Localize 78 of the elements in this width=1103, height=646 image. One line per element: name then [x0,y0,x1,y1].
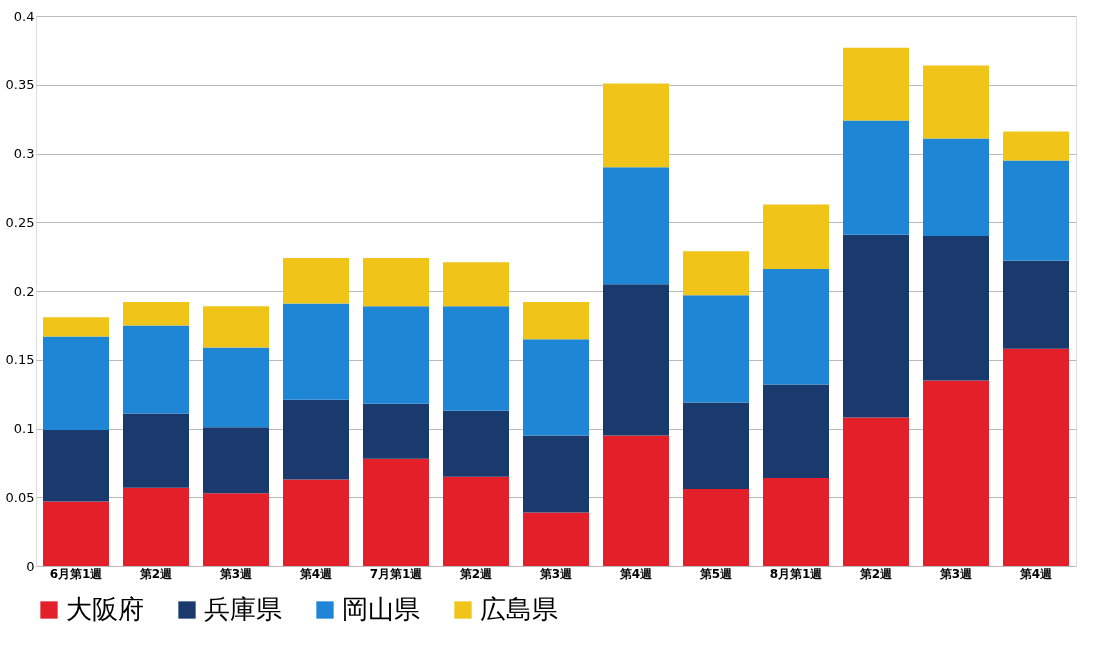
bar [523,339,589,436]
bar [443,476,509,566]
y-tick-label: 0.15 [5,352,35,368]
bar [1003,160,1069,261]
bar [283,258,349,304]
y-tick-label: 0.1 [13,421,35,436]
bar [683,402,749,489]
bar [683,489,749,566]
legend-label: 岡山県 [342,594,420,624]
bar [843,234,909,418]
x-tick-label: 第3週 [218,566,254,581]
bar [603,167,669,285]
bar [443,410,509,477]
bar [443,262,509,307]
bar [603,435,669,566]
x-tick-label: 8月第1週 [769,566,824,581]
bar [603,83,669,168]
bar [283,303,349,400]
bar [123,302,189,326]
y-tick-label: 0 [26,558,35,574]
bar [443,306,509,411]
x-tick-label: 第4週 [298,566,334,581]
bar [923,138,989,236]
bar [203,306,269,348]
x-tick-label: 第4週 [618,566,654,581]
bar [283,479,349,566]
bar [123,413,189,488]
y-tick-label: 0.2 [13,283,35,299]
bar [763,204,829,269]
y-tick-label: 0.3 [13,146,35,161]
legend-label: 兵庫県 [204,594,282,624]
bar [203,493,269,566]
y-tick-label: 0.35 [5,77,35,93]
x-tick-label: 第2週 [138,566,174,581]
bar [1003,260,1069,349]
bar [363,258,429,307]
y-tick-label: 0.25 [5,214,35,230]
bar [843,120,909,235]
bar [203,347,269,428]
bar [923,236,989,381]
bar [123,325,189,414]
bar [1003,131,1069,161]
bar [843,417,909,566]
y-tick-label: 0.05 [5,489,35,505]
bar [683,295,749,403]
bar [763,269,829,385]
bar [363,403,429,459]
bar [363,458,429,566]
bar [603,284,669,436]
legend-label: 大阪府 [66,594,144,624]
bar [363,306,429,404]
bar [683,251,749,296]
bar [523,435,589,513]
bar [763,384,829,478]
bar [923,65,989,139]
bar [43,429,109,502]
x-tick-label: 第4週 [1018,566,1054,581]
x-tick-label: 第3週 [538,566,574,581]
bar [123,487,189,566]
x-tick-label: 第2週 [858,566,894,581]
x-tick-label: 第5週 [698,566,734,581]
bar [763,478,829,566]
bar [923,380,989,566]
y-tick-label: 0.4 [13,8,35,24]
bar [43,317,109,337]
bar [523,302,589,340]
x-tick-label: 7月第1週 [369,566,424,581]
x-tick-label: 第3週 [938,566,974,581]
legend-label: 広島県 [480,594,558,624]
bar [203,427,269,494]
bar [283,399,349,480]
bar [1003,348,1069,566]
bar [43,336,109,430]
bar [523,512,589,566]
x-tick-label: 6月第1週 [49,566,104,581]
bar [843,47,909,121]
bar [43,501,109,566]
x-tick-label: 第2週 [458,566,494,581]
